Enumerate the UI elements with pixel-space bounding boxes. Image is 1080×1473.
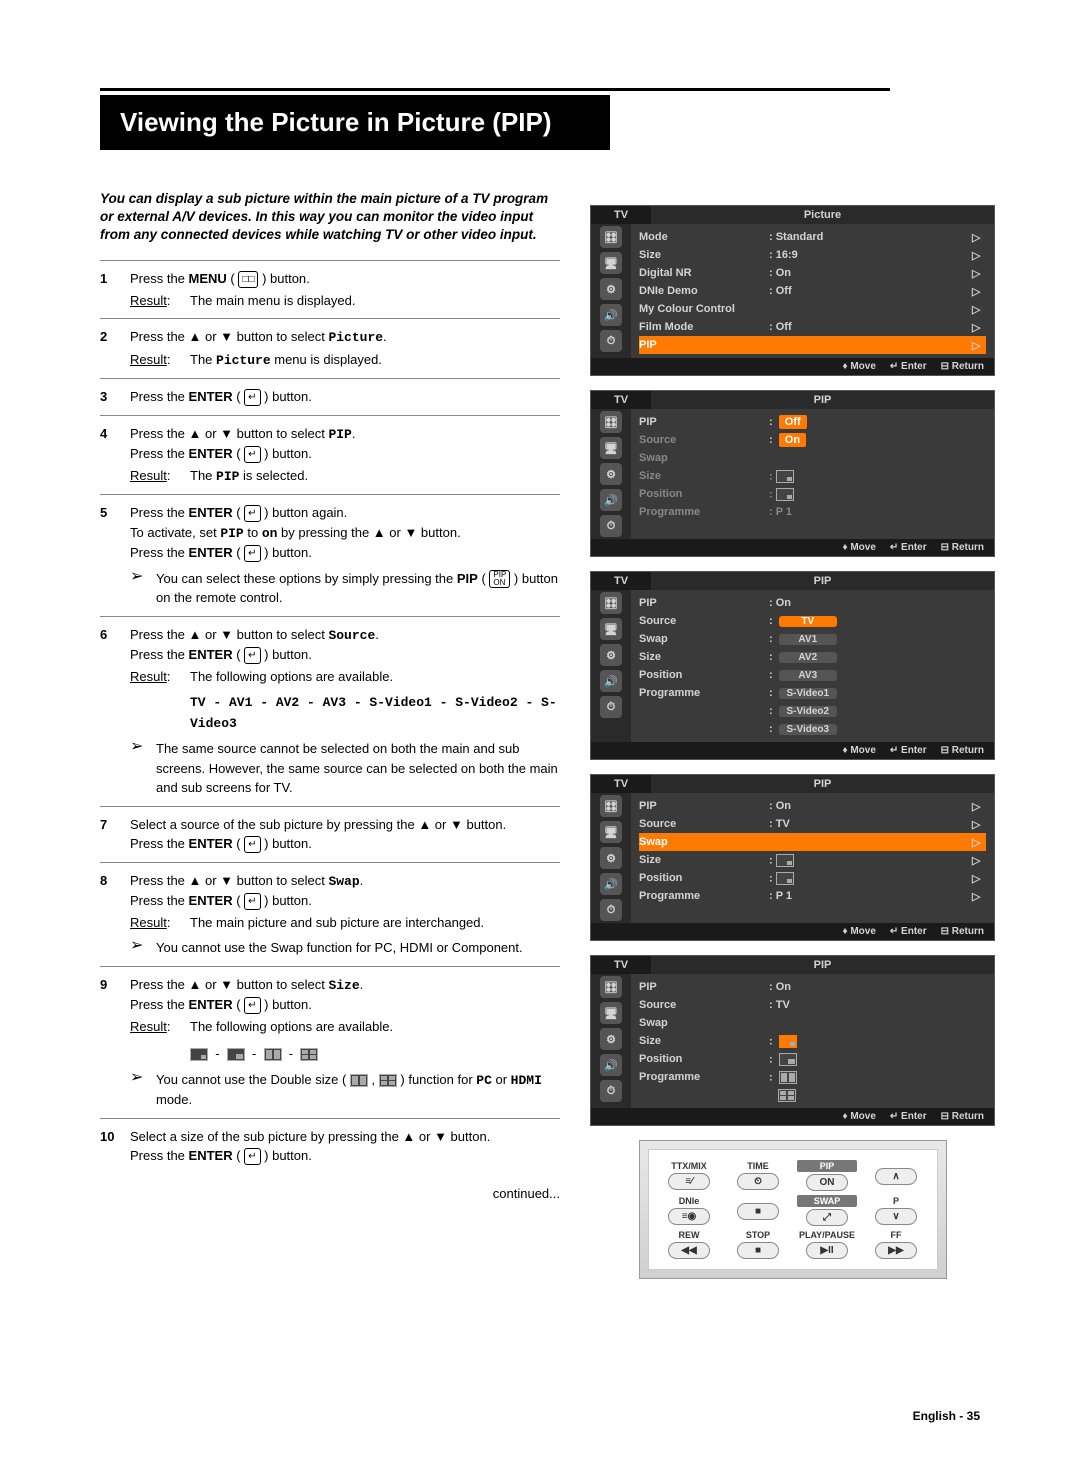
step-body: Press the ENTER ( ↵ ) button again.To ac… — [130, 503, 560, 608]
osd-column: TVPicture 🎛🖥⚙🔊⏱Mode: Standard▷Size: 16:9… — [590, 205, 995, 1279]
remote-button: ∧ — [866, 1166, 926, 1185]
step-number: 3 — [100, 387, 130, 407]
step-number: 10 — [100, 1127, 130, 1166]
step-5: 5 Press the ENTER ( ↵ ) button again.To … — [100, 494, 560, 616]
osd-footer: ♦ Move↵ Enter⊟ Return — [591, 923, 994, 940]
step-number: 5 — [100, 503, 130, 608]
step-number: 4 — [100, 424, 130, 487]
note-arrow-icon: ➢ — [130, 739, 156, 755]
step-4: 4 Press the ▲ or ▼ button to select PIP.… — [100, 415, 560, 495]
osd-sidebar-icon: 🔊 — [600, 873, 622, 895]
osd-menu: TVPIP 🎛🖥⚙🔊⏱PIP: On▷Source: TV▷Swap▷Size:… — [590, 774, 995, 941]
osd-sidebar-icon: ⏱ — [600, 1080, 622, 1102]
osd-sidebar-icon: 🖥 — [600, 1002, 622, 1024]
step-8: 8 Press the ▲ or ▼ button to select Swap… — [100, 862, 560, 966]
osd-sidebar-icon: ⚙ — [600, 278, 622, 300]
step-10: 10 Select a size of the sub picture by p… — [100, 1118, 560, 1174]
step-body: Select a source of the sub picture by pr… — [130, 815, 560, 854]
osd-sidebar-icon: ⚙ — [600, 644, 622, 666]
remote-button: DNIe≡◉ — [659, 1196, 719, 1225]
step-body: Press the MENU ( □□ ) button.Result:The … — [130, 269, 560, 310]
osd-menu: TVPIP 🎛🖥⚙🔊⏱PIP: OnSource: TVSwap: AV1Siz… — [590, 571, 995, 760]
remote-button: REW◀◀ — [659, 1230, 719, 1259]
note-arrow-icon: ➢ — [130, 938, 156, 954]
step-number: 9 — [100, 975, 130, 1110]
osd-sidebar-icon: ⏱ — [600, 899, 622, 921]
step-number: 7 — [100, 815, 130, 854]
remote-button: PLAY/PAUSE▶II — [797, 1230, 857, 1259]
step-number: 8 — [100, 871, 130, 958]
osd-footer: ♦ Move↵ Enter⊟ Return — [591, 358, 994, 375]
osd-sidebar-icon: ⏱ — [600, 696, 622, 718]
osd-menu: TVPIP 🎛🖥⚙🔊⏱PIP: OnSource: TVSwapSize: Po… — [590, 955, 995, 1126]
osd-sidebar-icon: 🎛 — [600, 592, 622, 614]
remote-button: TIME⏲ — [728, 1161, 788, 1190]
steps-list: 1 Press the MENU ( □□ ) button.Result:Th… — [100, 260, 560, 1203]
step-7: 7 Select a source of the sub picture by … — [100, 806, 560, 862]
step-number: 2 — [100, 327, 130, 370]
step-body: Press the ▲ or ▼ button to select Source… — [130, 625, 560, 798]
note-arrow-icon: ➢ — [130, 569, 156, 585]
osd-sidebar-icon: 🖥 — [600, 618, 622, 640]
osd-sidebar-icon: ⏱ — [600, 330, 622, 352]
step-2: 2 Press the ▲ or ▼ button to select Pict… — [100, 318, 560, 378]
intro-text: You can display a sub picture within the… — [100, 190, 560, 245]
step-body: Press the ENTER ( ↵ ) button. — [130, 387, 560, 407]
osd-sidebar-icon: ⏱ — [600, 515, 622, 537]
step-body: Press the ▲ or ▼ button to select Pictur… — [130, 327, 560, 370]
osd-sidebar-icon: ⚙ — [600, 1028, 622, 1050]
osd-footer: ♦ Move↵ Enter⊟ Return — [591, 742, 994, 759]
osd-footer: ♦ Move↵ Enter⊟ Return — [591, 539, 994, 556]
osd-sidebar-icon: 🖥 — [600, 252, 622, 274]
step-body: Select a size of the sub picture by pres… — [130, 1127, 560, 1166]
osd-sidebar-icon: 🔊 — [600, 1054, 622, 1076]
remote-button: SWAP⤢ — [797, 1195, 857, 1226]
osd-sidebar-icon: 🔊 — [600, 304, 622, 326]
remote-button: STOP■ — [728, 1230, 788, 1259]
remote-button: FF▶▶ — [866, 1230, 926, 1259]
note-arrow-icon: ➢ — [130, 1070, 156, 1086]
continued-text: continued... — [100, 1184, 560, 1204]
osd-sidebar-icon: 🔊 — [600, 489, 622, 511]
step-body: Press the ▲ or ▼ button to select Swap.P… — [130, 871, 560, 958]
osd-sidebar-icon: 🖥 — [600, 437, 622, 459]
remote-button: P∨ — [866, 1196, 926, 1225]
osd-sidebar-icon: 🖥 — [600, 821, 622, 843]
top-rule — [100, 88, 890, 91]
remote-button: ■ — [728, 1201, 788, 1220]
osd-footer: ♦ Move↵ Enter⊟ Return — [591, 1108, 994, 1125]
page-title: Viewing the Picture in Picture (PIP) — [100, 95, 610, 150]
step-number: 1 — [100, 269, 130, 310]
remote-control: TTX/MIX≡⁄ TIME⏲ PIPON ∧ DNIe≡◉ ■ SWAP⤢ P∨ REW◀… — [639, 1140, 947, 1279]
remote-button: TTX/MIX≡⁄ — [659, 1161, 719, 1190]
step-1: 1 Press the MENU ( □□ ) button.Result:Th… — [100, 260, 560, 318]
osd-sidebar-icon: 🎛 — [600, 795, 622, 817]
osd-menu: TVPicture 🎛🖥⚙🔊⏱Mode: Standard▷Size: 16:9… — [590, 205, 995, 376]
page-footer: English - 35 — [913, 1409, 980, 1423]
osd-sidebar-icon: 🔊 — [600, 670, 622, 692]
step-3: 3 Press the ENTER ( ↵ ) button. — [100, 378, 560, 415]
remote-button: PIPON — [797, 1160, 857, 1191]
osd-sidebar-icon: ⚙ — [600, 463, 622, 485]
step-number: 6 — [100, 625, 130, 798]
osd-sidebar-icon: ⚙ — [600, 847, 622, 869]
osd-sidebar-icon: 🎛 — [600, 226, 622, 248]
step-body: Press the ▲ or ▼ button to select PIP.Pr… — [130, 424, 560, 487]
osd-sidebar-icon: 🎛 — [600, 411, 622, 433]
osd-menu: TVPIP 🎛🖥⚙🔊⏱PIP: OffSource: OnSwapSize: P… — [590, 390, 995, 557]
step-body: Press the ▲ or ▼ button to select Size.P… — [130, 975, 560, 1110]
step-6: 6 Press the ▲ or ▼ button to select Sour… — [100, 616, 560, 806]
step-9: 9 Press the ▲ or ▼ button to select Size… — [100, 966, 560, 1118]
osd-sidebar-icon: 🎛 — [600, 976, 622, 998]
